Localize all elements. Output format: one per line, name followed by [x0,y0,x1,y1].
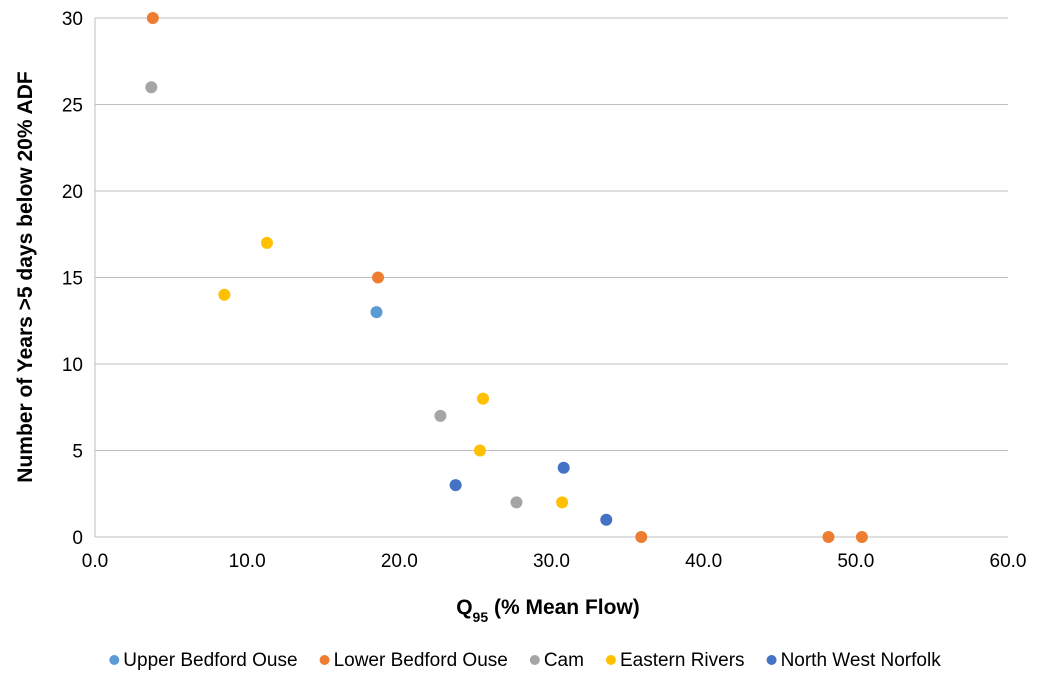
y-tick-label: 5 [72,442,83,463]
x-tick-label: 50.0 [837,551,874,572]
x-axis-title-main: Q [456,596,472,619]
data-point [600,513,613,526]
legend-label: Eastern Rivers [620,650,745,671]
y-tick-label: 25 [62,96,83,117]
data-point [145,81,158,94]
x-tick-label: 60.0 [990,551,1027,572]
data-point [372,271,385,284]
legend-item: Eastern Rivers [605,650,745,671]
gridlines [95,17,1008,538]
x-tick-labels: 0.0 10.0 20.0 30.0 40.0 50.0 60.0 [82,551,1027,572]
x-axis-title-rest: (% Mean Flow) [488,596,640,619]
data-point [473,444,486,457]
legend-item: Lower Bedford Ouse [319,650,508,671]
y-tick-label: 15 [62,269,83,290]
data-point [449,479,462,492]
legend-item: Upper Bedford Ouse [109,650,298,671]
y-tick-label: 20 [62,182,83,203]
y-tick-labels: 0 5 10 15 20 25 30 [62,9,83,549]
data-point [557,461,570,474]
x-axis-title-subscript: 95 [473,609,489,625]
legend-marker [319,655,330,665]
x-tick-label: 30.0 [533,551,570,572]
x-tick-label: 10.0 [229,551,266,572]
legend-label: Cam [544,650,584,671]
data-point [434,409,447,422]
y-tick-label: 10 [62,355,83,376]
legend: Upper Bedford Ouse Lower Bedford Ouse Cam E… [109,650,941,671]
legend-item: North West Norfolk [766,650,942,671]
data-point [510,496,523,509]
legend-label: Lower Bedford Ouse [334,650,508,671]
data-point [477,392,490,405]
x-tick-label: 20.0 [381,551,418,572]
x-tick-label: 40.0 [685,551,722,572]
data-point [855,531,868,543]
data-point [556,496,569,509]
legend-item: Cam [529,650,584,671]
data-point [822,531,835,543]
legend-label: Upper Bedford Ouse [123,650,297,671]
y-axis-title: Number of Years >5 days below 20% ADF [14,71,37,483]
legend-marker [109,655,120,665]
legend-marker [529,655,540,665]
data-point [635,531,648,543]
legend-label: North West Norfolk [781,650,942,671]
data-point [218,288,231,301]
data-point [370,306,383,319]
x-tick-label: 0.0 [82,551,108,572]
y-tick-label: 0 [72,528,83,549]
data-point [260,236,273,249]
legend-marker [766,655,777,665]
legend-marker [605,655,616,665]
y-tick-label: 30 [62,9,83,30]
data-points [145,12,868,543]
x-axis-title: Q95 (% Mean Flow) [456,596,640,625]
data-point [146,12,159,24]
